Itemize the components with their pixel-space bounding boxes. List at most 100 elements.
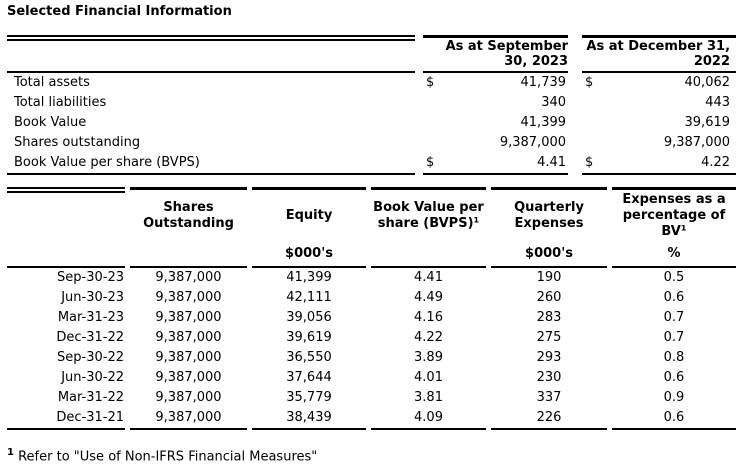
column-header-sep-2023: As at September 30, 2023 [423, 35, 569, 73]
cell-value: 9,387,000 [155, 290, 222, 305]
cell-value: 260 [536, 290, 562, 305]
period-label: Mar-31-23 [57, 310, 124, 325]
column-header-expenses: Quarterly Expenses [491, 187, 607, 242]
currency-symbol [582, 93, 604, 113]
metric-value: 41,739 [520, 75, 567, 90]
column-gap [568, 153, 582, 175]
table-row: Book Value 41,399 39,619 [7, 113, 736, 133]
cell-value: 39,619 [286, 330, 332, 345]
cell-value: 0.5 [663, 270, 685, 285]
quarterly-header-row: Shares Outstanding Equity Book Value per… [7, 187, 736, 242]
cell-value: 9,387,000 [130, 408, 247, 430]
column-gap [415, 113, 423, 133]
summary-table: As at September 30, 2023 As at December … [7, 35, 736, 175]
currency-symbol [423, 133, 445, 153]
cell-value: 4.22 [414, 330, 443, 345]
metric-label: Book Value [14, 115, 87, 130]
table-row: Dec-31-22 9,387,000 39,619 4.22 275 0.7 [7, 328, 736, 348]
column-gap [415, 133, 423, 153]
table-row: Jun-30-23 9,387,000 42,111 4.49 260 0.6 [7, 288, 736, 308]
column-gap [415, 35, 423, 73]
metric-label: Total liabilities [14, 95, 107, 110]
period-label: Sep-30-23 [57, 270, 124, 285]
cell-value: 4.01 [414, 370, 443, 385]
cell-value: 337 [536, 390, 562, 405]
cell-value: 4.16 [414, 310, 443, 325]
currency-symbol: $ [423, 153, 445, 175]
column-header-dec-2022: As at December 31, 2022 [582, 35, 736, 73]
column-gap [415, 93, 423, 113]
table-row: Mar-31-22 9,387,000 35,779 3.81 337 0.9 [7, 388, 736, 408]
metric-label: Total assets [14, 75, 90, 90]
cell-value: 0.6 [663, 290, 685, 305]
column-header-shares: Shares Outstanding [130, 187, 247, 242]
metric-value: 443 [705, 95, 731, 110]
cell-value: 9,387,000 [155, 330, 222, 345]
metric-value: 9,387,000 [499, 135, 567, 150]
footnote: 1 Refer to "Use of Non-IFRS Financial Me… [7, 445, 736, 465]
table-row: Total assets $ 41,739 $ 40,062 [7, 73, 736, 93]
column-header-bvps: Book Value per share (BVPS)¹ [371, 187, 486, 242]
cell-value: 9,387,000 [155, 310, 222, 325]
summary-header-spacer [7, 35, 415, 73]
column-gap [568, 73, 582, 93]
metric-label: Book Value per share (BVPS) [7, 153, 415, 175]
units-row: $000's $000's % [7, 242, 736, 268]
cell-value: 190 [536, 270, 562, 285]
table-row: Dec-31-21 9,387,000 38,439 4.09 226 0.6 [7, 408, 736, 430]
cell-value: 3.81 [414, 390, 443, 405]
column-gap [568, 93, 582, 113]
page-title: Selected Financial Information [7, 4, 232, 19]
quarterly-table: Shares Outstanding Equity Book Value per… [7, 187, 736, 430]
metric-value: 41,399 [520, 115, 567, 130]
cell-value: 38,439 [252, 408, 366, 430]
unit-label [130, 242, 247, 268]
cell-value: 0.7 [663, 330, 685, 345]
table-row: Sep-30-23 9,387,000 41,399 4.41 190 0.5 [7, 268, 736, 288]
cell-value: 4.49 [414, 290, 443, 305]
cell-value: 9,387,000 [155, 370, 222, 385]
period-label: Dec-31-21 [7, 408, 125, 430]
currency-symbol [423, 113, 445, 133]
currency-symbol: $ [585, 75, 594, 90]
table-row: Sep-30-22 9,387,000 36,550 3.89 293 0.8 [7, 348, 736, 368]
footnote-text: Refer to "Use of Non-IFRS Financial Meas… [18, 449, 318, 465]
period-label: Jun-30-22 [61, 370, 124, 385]
cell-value: 0.8 [663, 350, 685, 365]
cell-value: 9,387,000 [155, 270, 222, 285]
column-gap [568, 113, 582, 133]
unit-label: $000's [491, 242, 607, 268]
metric-label: Shares outstanding [14, 135, 141, 150]
table-row: Shares outstanding 9,387,000 9,387,000 [7, 133, 736, 153]
cell-value: 36,550 [286, 350, 332, 365]
cell-value: 42,111 [286, 290, 332, 305]
column-header-period [7, 187, 125, 242]
cell-value: 35,779 [286, 390, 332, 405]
cell-value: 293 [536, 350, 562, 365]
cell-value: 0.6 [663, 370, 685, 385]
cell-value: 37,644 [286, 370, 332, 385]
cell-value: 4.41 [414, 270, 443, 285]
unit-label [7, 242, 125, 268]
table-row: Book Value per share (BVPS) $ 4.41 $ 4.2… [7, 153, 736, 175]
metric-value: 40,062 [684, 75, 731, 90]
footnote-marker: 1 [7, 447, 14, 458]
cell-value: 0.9 [663, 390, 685, 405]
summary-header-row: As at September 30, 2023 As at December … [7, 35, 736, 73]
column-gap [568, 133, 582, 153]
period-label: Jun-30-23 [61, 290, 124, 305]
column-gap [568, 35, 582, 73]
cell-value: 0.7 [663, 310, 685, 325]
cell-value: 9,387,000 [155, 390, 222, 405]
cell-value: 4.09 [371, 408, 486, 430]
currency-symbol: $ [426, 75, 435, 90]
unit-label: $000's [252, 242, 366, 268]
table-row: Mar-31-23 9,387,000 39,056 4.16 283 0.7 [7, 308, 736, 328]
period-label: Dec-31-22 [56, 330, 124, 345]
column-gap [415, 153, 423, 175]
column-header-equity: Equity [252, 187, 366, 242]
cell-value: 9,387,000 [155, 350, 222, 365]
metric-value: 340 [541, 95, 567, 110]
